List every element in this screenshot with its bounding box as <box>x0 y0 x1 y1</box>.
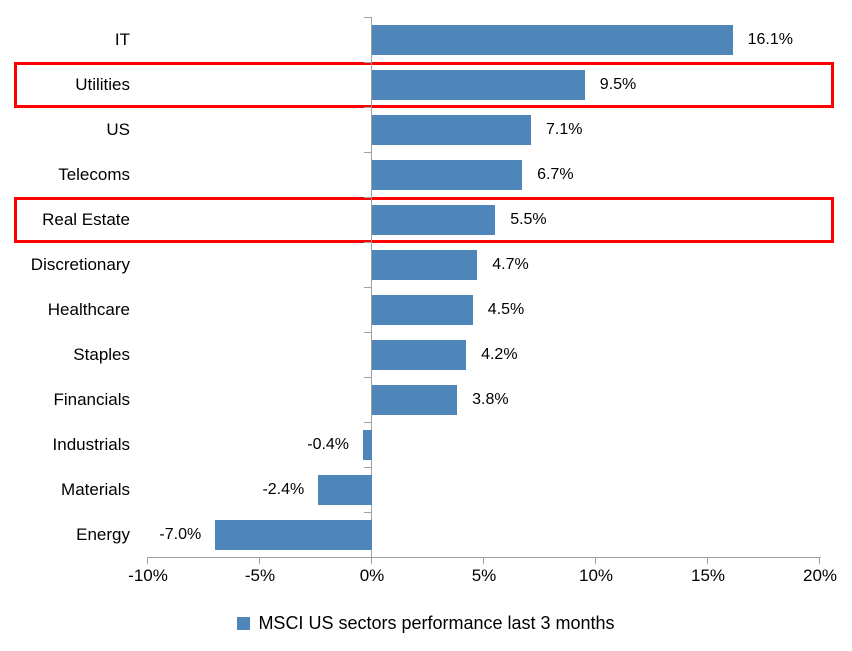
x-axis-tick-mark <box>595 557 596 564</box>
x-axis-tick-mark <box>147 557 148 564</box>
y-axis-tick-mark <box>364 242 371 243</box>
y-axis-tick-mark <box>364 107 371 108</box>
bar <box>372 159 523 190</box>
category-label: Telecoms <box>58 165 130 184</box>
category-label: Discretionary <box>30 255 130 274</box>
y-axis-tick-mark <box>364 197 371 198</box>
bar <box>372 69 585 100</box>
category-label: US <box>106 120 130 139</box>
y-axis-tick-mark <box>364 377 371 378</box>
bar <box>318 474 372 505</box>
x-axis-tick-label: 10% <box>578 566 614 585</box>
bar <box>372 249 478 280</box>
x-axis-tick-mark <box>819 557 820 564</box>
x-axis-tick-label: 15% <box>690 566 726 585</box>
bar <box>372 24 733 55</box>
value-label: 3.8% <box>472 390 509 408</box>
value-label: 16.1% <box>747 30 793 48</box>
x-axis-tick-mark <box>259 557 260 564</box>
legend-swatch-icon <box>237 616 251 630</box>
value-label: 9.5% <box>599 75 637 93</box>
value-label: -7.0% <box>159 525 202 543</box>
y-axis-tick-mark <box>364 287 371 288</box>
value-label: 4.5% <box>487 300 525 318</box>
y-axis-tick-mark <box>364 332 371 333</box>
y-axis-tick-mark <box>364 512 371 513</box>
category-label: Real Estate <box>42 210 130 229</box>
bar <box>372 114 532 145</box>
x-axis-tick-label: 5% <box>471 566 497 585</box>
highlight-box <box>14 196 834 243</box>
value-label: 4.2% <box>481 345 518 363</box>
value-label: -0.4% <box>307 435 350 453</box>
value-label: 4.7% <box>492 255 529 273</box>
legend-label: MSCI US sectors performance last 3 month… <box>258 612 615 633</box>
value-label: 7.1% <box>546 120 583 138</box>
x-axis-tick-label: -10% <box>128 566 168 585</box>
category-label: Financials <box>53 390 130 409</box>
category-label: Utilities <box>75 75 130 94</box>
category-label: Energy <box>76 525 130 544</box>
bar <box>372 339 467 370</box>
y-axis-tick-mark <box>364 62 371 63</box>
x-axis-tick-mark <box>483 557 484 564</box>
y-axis-tick-mark <box>364 152 371 153</box>
x-axis-tick-label: 0% <box>359 566 385 585</box>
x-axis-tick-mark <box>371 557 372 564</box>
value-label: 6.7% <box>537 165 574 183</box>
category-label: Staples <box>73 345 130 364</box>
x-axis-tick-label: -5% <box>244 566 276 585</box>
y-axis-line <box>371 17 372 557</box>
category-label: Materials <box>61 480 130 499</box>
bar <box>372 204 496 235</box>
y-axis-tick-mark <box>364 467 371 468</box>
category-label: Healthcare <box>47 300 130 319</box>
legend: MSCI US sectors performance last 3 month… <box>0 609 852 637</box>
y-axis-tick-mark <box>364 422 371 423</box>
bar <box>363 429 372 460</box>
highlight-box <box>14 61 834 108</box>
value-label: -2.4% <box>262 480 305 498</box>
value-label: 5.5% <box>510 210 547 228</box>
category-label: IT <box>114 30 130 49</box>
category-label: Industrials <box>52 435 130 454</box>
bar <box>372 384 458 415</box>
x-axis-line <box>148 557 821 558</box>
x-axis-tick-mark <box>707 557 708 564</box>
x-axis-tick-label: 20% <box>802 566 838 585</box>
y-axis-tick-mark <box>364 17 371 18</box>
bar <box>215 519 372 550</box>
bar <box>372 294 473 325</box>
